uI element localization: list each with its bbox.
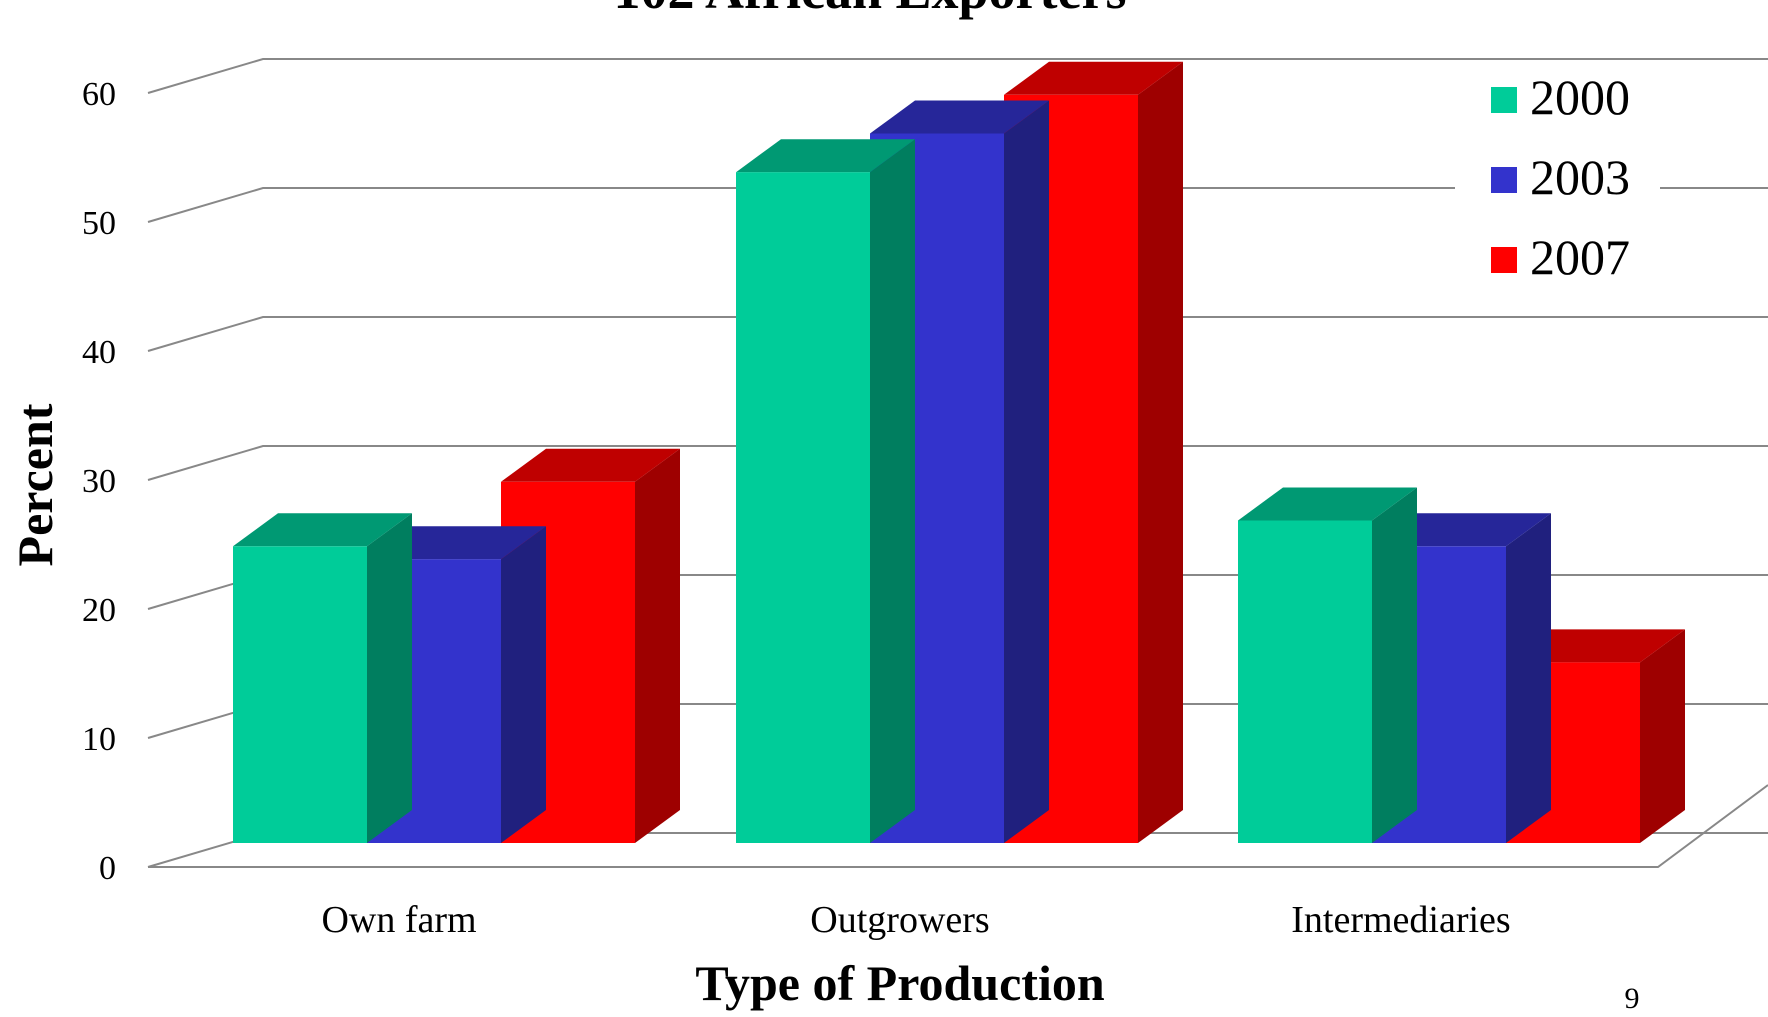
- y-tick-label: 30: [82, 463, 116, 500]
- legend-swatch-2003: [1491, 167, 1517, 193]
- bar-2000-outgrowers: [736, 139, 915, 843]
- legend-label-2000: 2000: [1530, 69, 1630, 125]
- chart-legend: 2000 2003 2007: [1455, 60, 1660, 295]
- y-tick-label: 50: [82, 205, 116, 242]
- x-category-label: Outgrowers: [810, 899, 989, 941]
- y-tick-label: 10: [82, 721, 116, 758]
- y-tick-label: 60: [82, 76, 116, 113]
- gridline: [147, 445, 1768, 481]
- gridline: [147, 316, 1768, 352]
- page-number: 9: [1625, 982, 1640, 1015]
- chart-title: 102 African Exporters: [614, 0, 1127, 20]
- y-tick-label: 0: [99, 850, 116, 887]
- y-tick-label: 20: [82, 592, 116, 629]
- legend-background: [1455, 60, 1660, 295]
- chart-bars: [233, 61, 1685, 844]
- legend-swatch-2000: [1491, 87, 1517, 113]
- x-axis-categories: Own farm Outgrowers Intermediaries: [321, 899, 1510, 941]
- bar-2000-own-farm: [233, 513, 412, 843]
- y-tick-label: 40: [82, 334, 116, 371]
- legend-label-2007: 2007: [1530, 229, 1630, 285]
- y-axis-title: Percent: [7, 403, 63, 566]
- legend-swatch-2007: [1491, 247, 1517, 273]
- x-category-label: Intermediaries: [1291, 899, 1510, 941]
- y-axis-ticks: 0 10 20 30 40 50 60: [82, 76, 116, 887]
- x-category-label: Own farm: [321, 899, 476, 941]
- legend-label-2003: 2003: [1530, 149, 1630, 205]
- floor-edge: [148, 784, 1768, 868]
- bar-2000-intermediaries: [1238, 487, 1417, 843]
- gridline: [147, 58, 1768, 94]
- x-axis-title: Type of Production: [695, 955, 1104, 1011]
- gridline: [147, 187, 1768, 223]
